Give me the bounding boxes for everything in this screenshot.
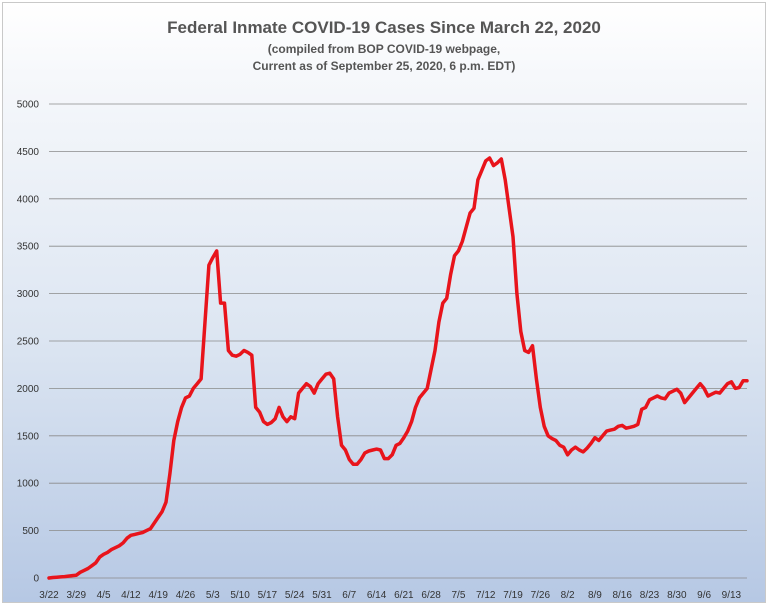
y-tick-label: 1000 — [17, 479, 40, 490]
chart-subtitle-line-1: (compiled from BOP COVID-19 webpage, — [268, 42, 501, 56]
x-tick-label: 7/5 — [451, 590, 465, 601]
x-tick-label: 8/9 — [588, 590, 602, 601]
x-tick-label: 4/19 — [148, 590, 168, 601]
x-tick-label: 9/13 — [722, 590, 742, 601]
x-tick-label: 4/26 — [176, 590, 196, 601]
y-tick-label: 4500 — [17, 147, 40, 158]
x-tick-label: 5/3 — [206, 590, 220, 601]
series-layer — [47, 156, 749, 580]
line-chart: Federal Inmate COVID-19 Cases Since Marc… — [17, 18, 749, 601]
x-tick-label: 8/30 — [667, 590, 687, 601]
x-tick-label: 7/19 — [503, 590, 523, 601]
x-tick-label: 6/28 — [421, 590, 441, 601]
x-tick-label: 4/5 — [97, 590, 111, 601]
y-tick-label: 500 — [22, 526, 39, 537]
chart-subtitle-line-2: Current as of September 25, 2020, 6 p.m.… — [253, 59, 516, 73]
x-tick-label: 3/22 — [39, 590, 59, 601]
gridlines — [49, 103, 747, 579]
x-tick-label: 9/6 — [697, 590, 711, 601]
x-tick-label: 3/29 — [67, 590, 87, 601]
x-tick-label: 7/26 — [531, 590, 551, 601]
y-tick-label: 2500 — [17, 337, 40, 348]
y-tick-label: 1500 — [17, 431, 40, 442]
chart-title: Federal Inmate COVID-19 Cases Since Marc… — [167, 18, 601, 37]
x-tick-label: 5/31 — [312, 590, 332, 601]
y-tick-label: 2000 — [17, 384, 40, 395]
y-tick-label: 3000 — [17, 289, 40, 300]
y-tick-label: 4000 — [17, 194, 40, 205]
y-tick-label: 3500 — [17, 242, 40, 253]
x-tick-label: 5/17 — [258, 590, 278, 601]
x-tick-label: 6/7 — [342, 590, 356, 601]
x-tick-label: 8/16 — [612, 590, 632, 601]
series-line-cases — [47, 156, 749, 580]
x-tick-label: 6/21 — [394, 590, 414, 601]
x-tick-label: 5/24 — [285, 590, 305, 601]
y-tick-label: 5000 — [17, 100, 40, 111]
x-tick-label: 8/23 — [640, 590, 660, 601]
x-tick-label: 5/10 — [230, 590, 250, 601]
y-axis-ticks: 0 500 1000 1500 2000 2500 3000 3500 4000 4500 5000 — [17, 100, 40, 585]
x-tick-label: 8/2 — [561, 590, 575, 601]
x-tick-label: 4/12 — [121, 590, 141, 601]
x-axis-ticks: 3/22 3/29 4/5 4/12 4/19 4/26 5/3 5/10 5/17 5/24 5/… — [39, 590, 741, 601]
x-tick-label: 6/14 — [367, 590, 387, 601]
x-tick-label: 7/12 — [476, 590, 496, 601]
y-tick-label: 0 — [33, 574, 39, 585]
